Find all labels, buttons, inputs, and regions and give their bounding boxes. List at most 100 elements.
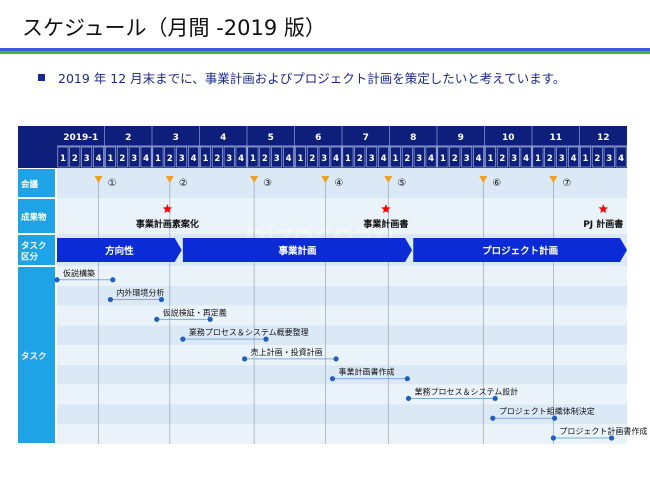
deliverable-label: 事業計画書 [363,218,408,230]
title-rule-blue [0,48,650,51]
week-cell [342,146,354,168]
task-start-dot [550,435,556,441]
task-row-bg [57,364,627,385]
week-cell [508,146,520,168]
week-label: 2 [452,154,458,164]
milestone-label: ④ [334,178,343,189]
week-label: 1 [297,154,303,164]
bullet-square [38,74,45,81]
row-label-cell [18,267,55,443]
week-label: 1 [345,154,351,164]
week-cell [389,146,401,168]
week-label: 2 [167,154,173,164]
week-label: 1 [155,154,161,164]
week-cell [81,146,93,168]
week-label: 2 [119,154,125,164]
phase-bar [182,238,413,262]
week-cell [318,146,330,168]
week-cell [544,146,556,168]
week-cell [128,146,140,168]
intro-text: 2019 年 12 月末までに、事業計画およびプロジェクト計画を策定したいと考え… [58,71,566,86]
phase-label: 方向性 [105,245,134,257]
deliverable-label: PJ 計画書 [583,218,623,230]
week-cell [378,146,389,168]
week-label: 2 [262,154,268,164]
week-label: 4 [96,154,102,164]
week-cell [461,146,473,168]
milestone-triangle [250,176,259,183]
week-label: 4 [571,154,577,164]
month-label: 3 [173,133,179,143]
milestone-triangle [165,176,174,183]
week-label: 3 [179,154,185,164]
week-label: 2 [72,154,78,164]
month-label: 10 [502,133,515,143]
week-cell [235,146,247,168]
week-cell [330,146,342,168]
week-label: 1 [487,154,493,164]
week-label: 3 [274,154,280,164]
row-label-cell [18,169,55,197]
week-label: 2 [404,154,410,164]
week-cell [247,146,259,168]
week-cell [568,146,579,168]
task-end-dot [158,296,165,303]
week-label: 4 [333,154,339,164]
milestone-label: ⑤ [397,178,406,189]
task-label: 業務プロセス＆システム概要整理 [189,327,309,337]
week-label: 4 [143,154,149,164]
title-rule-green [0,51,650,54]
week-label: 3 [559,154,565,164]
task-end-dot [551,415,558,421]
week-label: 1 [582,154,588,164]
week-label: 1 [202,154,208,164]
task-end-dot [110,277,116,283]
task-label: 売上計画・投資計画 [251,347,323,357]
week-label: 3 [464,154,470,164]
task-label: 仮説構築 [63,268,95,278]
week-cell [556,146,568,168]
row-label-phases: タスク [21,241,47,252]
week-label: 3 [84,154,90,164]
milestone-triangle [321,176,330,183]
task-row-bg [57,305,627,326]
week-label: 3 [321,154,327,164]
week-cell [211,146,223,168]
task-end-dot [207,316,213,322]
task-label: 内外環境分析 [116,288,164,298]
task-label: プロジェクト計画書作成 [559,426,647,436]
week-cell [496,146,508,168]
task-label: 業務プロセス＆システム設計 [415,386,519,396]
week-label: 3 [131,154,137,164]
week-cell [401,146,413,168]
task-end-dot [608,435,615,441]
week-cell [200,146,211,168]
week-label: 3 [369,154,375,164]
week-cell [294,146,306,168]
week-cell [152,146,164,168]
week-label: 3 [226,154,232,164]
task-row-bg [57,266,627,286]
task-row-bg [57,325,627,346]
week-label: 4 [523,154,529,164]
week-cell [473,146,484,168]
deliverable-star [598,204,608,213]
task-row-bg [57,285,627,306]
task-start-dot [54,277,60,283]
task-start-dot [490,415,496,421]
month-label: 7 [363,133,369,143]
month-label: 6 [315,133,321,143]
week-cell [164,146,176,168]
week-cell [271,146,283,168]
week-label: 2 [357,154,363,164]
task-start-dot [154,316,160,322]
week-label: 2 [214,154,220,164]
week-label: 3 [416,154,422,164]
milestone-triangle [94,176,103,183]
month-label: 11 [549,133,562,143]
deliverable-star [381,204,391,213]
task-label: プロジェクト組織体制決定 [499,406,595,416]
month-label: 12 [597,133,610,143]
deliverable-star [162,204,173,213]
task-start-dot [242,356,248,362]
